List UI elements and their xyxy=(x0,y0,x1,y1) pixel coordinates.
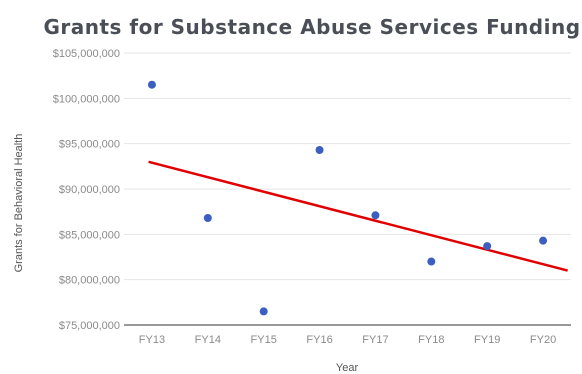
data-point xyxy=(315,146,324,155)
x-tick-label: FY13 xyxy=(139,334,165,346)
x-axis-label: Year xyxy=(336,362,359,374)
data-point xyxy=(539,236,548,245)
y-tick-label: $75,000,000 xyxy=(59,320,120,332)
data-point xyxy=(371,211,380,220)
x-tick-label: FY17 xyxy=(362,334,388,346)
chart-title: Grants for Substance Abuse Services Fund… xyxy=(43,15,580,39)
y-tick-label: $100,000,000 xyxy=(53,93,120,105)
x-tick-label: FY18 xyxy=(418,334,444,346)
y-tick-label: $90,000,000 xyxy=(59,184,120,196)
x-axis-ticks: FY13 FY14 FY15 FY16 FY17 FY18 FY19 FY20 xyxy=(139,334,556,346)
trendline xyxy=(148,160,568,272)
data-point xyxy=(427,257,436,266)
y-tick-label: $95,000,000 xyxy=(59,139,120,151)
x-tick-label: FY15 xyxy=(251,334,277,346)
y-axis-label: Grants for Behavioral Health xyxy=(13,134,25,273)
y-tick-label: $105,000,000 xyxy=(53,48,120,60)
y-axis-ticks: $75,000,000 $80,000,000 $85,000,000 $90,000… xyxy=(53,48,120,332)
gridlines xyxy=(124,52,571,326)
x-tick-label: FY20 xyxy=(530,334,556,346)
x-tick-label: FY16 xyxy=(306,334,332,346)
x-tick-label: FY14 xyxy=(195,334,221,346)
trendline-group xyxy=(148,160,568,272)
x-tick-label: FY19 xyxy=(474,334,500,346)
data-point xyxy=(147,80,156,89)
data-point xyxy=(483,242,492,251)
data-point xyxy=(203,214,212,223)
data-point xyxy=(259,307,268,316)
y-tick-label: $85,000,000 xyxy=(59,229,120,241)
data-points xyxy=(147,80,548,316)
y-tick-label: $80,000,000 xyxy=(59,275,120,287)
